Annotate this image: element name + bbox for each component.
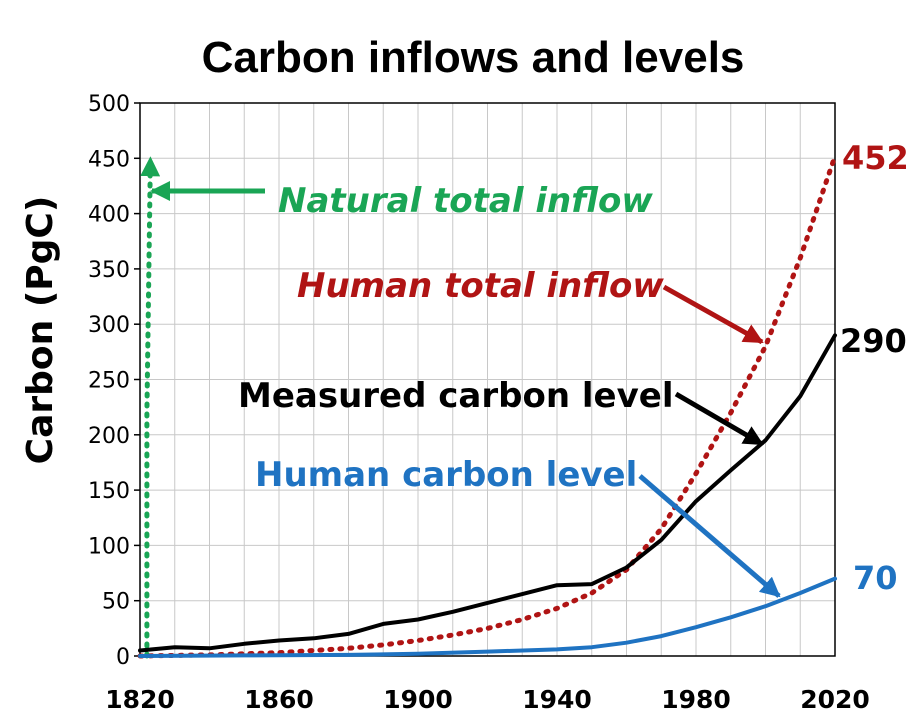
x-tick-label-1900: 1900 [383,685,453,714]
x-tick-label-1940: 1940 [522,685,592,714]
y-axis-label: Carbon (PgC) [20,196,61,465]
series [137,153,838,659]
arrow-human-carbon-level [638,474,781,598]
x-tick-label-1980: 1980 [661,685,731,714]
x-tick-label-1820: 1820 [105,685,175,714]
series-human-total-inflow [137,153,838,659]
x-tick-labels: 1820 1860 1900 1940 1980 2020 [105,685,870,714]
end-label-measured-carbon-level: 290 [840,322,907,360]
y-tick-label-50: 50 [102,590,130,615]
series-natural-total-inflow [140,155,161,659]
chart-title: Carbon inflows and levels [202,33,745,82]
x-tick-label-2020: 2020 [800,685,870,714]
label-human-carbon-level: Human carbon level [255,455,637,495]
y-tick-label-250: 250 [88,369,130,394]
y-tick-label-350: 350 [88,258,130,283]
arrow-human-total-inflow [662,284,764,345]
y-tick-label-150: 150 [88,479,130,504]
end-label-human-carbon-level: 70 [853,559,898,597]
y-tick-label-450: 450 [88,147,130,172]
y-tick-label-500: 500 [88,92,130,117]
series-measured-carbon-level [138,333,837,653]
grid [140,103,835,656]
y-tick-labels: 0 50 100 150 200 250 300 350 400 450 500 [88,92,130,670]
label-measured-carbon-level: Measured carbon level [238,376,673,416]
label-human-total-inflow: Human total inflow [297,266,664,306]
label-natural-total-inflow: Natural total inflow [278,181,653,221]
end-label-human-total-inflow: 452 [842,139,909,177]
series-human-carbon-level [138,576,837,658]
x-tick-label-1860: 1860 [244,685,314,714]
arrow-measured-carbon-level [674,391,764,447]
y-tick-label-0: 0 [116,645,130,670]
y-tick-label-100: 100 [88,534,130,559]
y-tick-label-400: 400 [88,203,130,228]
y-tick-label-300: 300 [88,313,130,338]
y-tick-label-200: 200 [88,424,130,449]
